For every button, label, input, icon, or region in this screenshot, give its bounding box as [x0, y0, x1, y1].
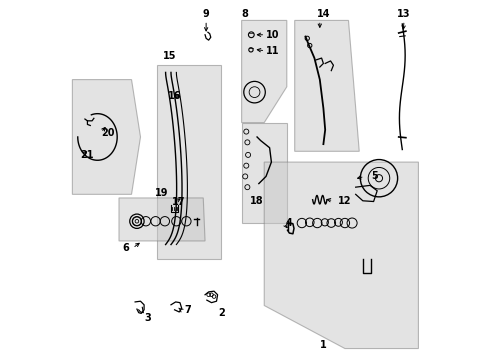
Polygon shape	[241, 123, 286, 223]
Polygon shape	[119, 198, 204, 241]
Text: 16: 16	[167, 91, 181, 101]
Polygon shape	[241, 21, 286, 123]
Text: 20: 20	[101, 128, 114, 138]
Text: 4: 4	[285, 218, 292, 228]
Polygon shape	[264, 162, 418, 348]
Text: 10: 10	[265, 30, 279, 40]
Text: 2: 2	[217, 308, 224, 318]
Text: 14: 14	[316, 9, 329, 19]
Polygon shape	[294, 21, 359, 151]
Text: 18: 18	[250, 196, 264, 206]
Text: 6: 6	[122, 243, 128, 253]
Polygon shape	[72, 80, 140, 194]
Text: 12: 12	[338, 196, 351, 206]
Text: 13: 13	[397, 9, 410, 19]
Text: 5: 5	[370, 171, 377, 181]
Text: 7: 7	[184, 305, 191, 315]
Text: 19: 19	[155, 188, 168, 198]
Text: 11: 11	[265, 46, 279, 56]
Text: 17: 17	[172, 197, 185, 207]
Text: 15: 15	[162, 51, 176, 61]
Text: 9: 9	[203, 9, 209, 19]
Text: 21: 21	[81, 150, 94, 160]
Polygon shape	[156, 65, 221, 259]
Text: 3: 3	[144, 313, 151, 323]
Text: 1: 1	[319, 340, 326, 350]
Text: 8: 8	[241, 9, 247, 19]
